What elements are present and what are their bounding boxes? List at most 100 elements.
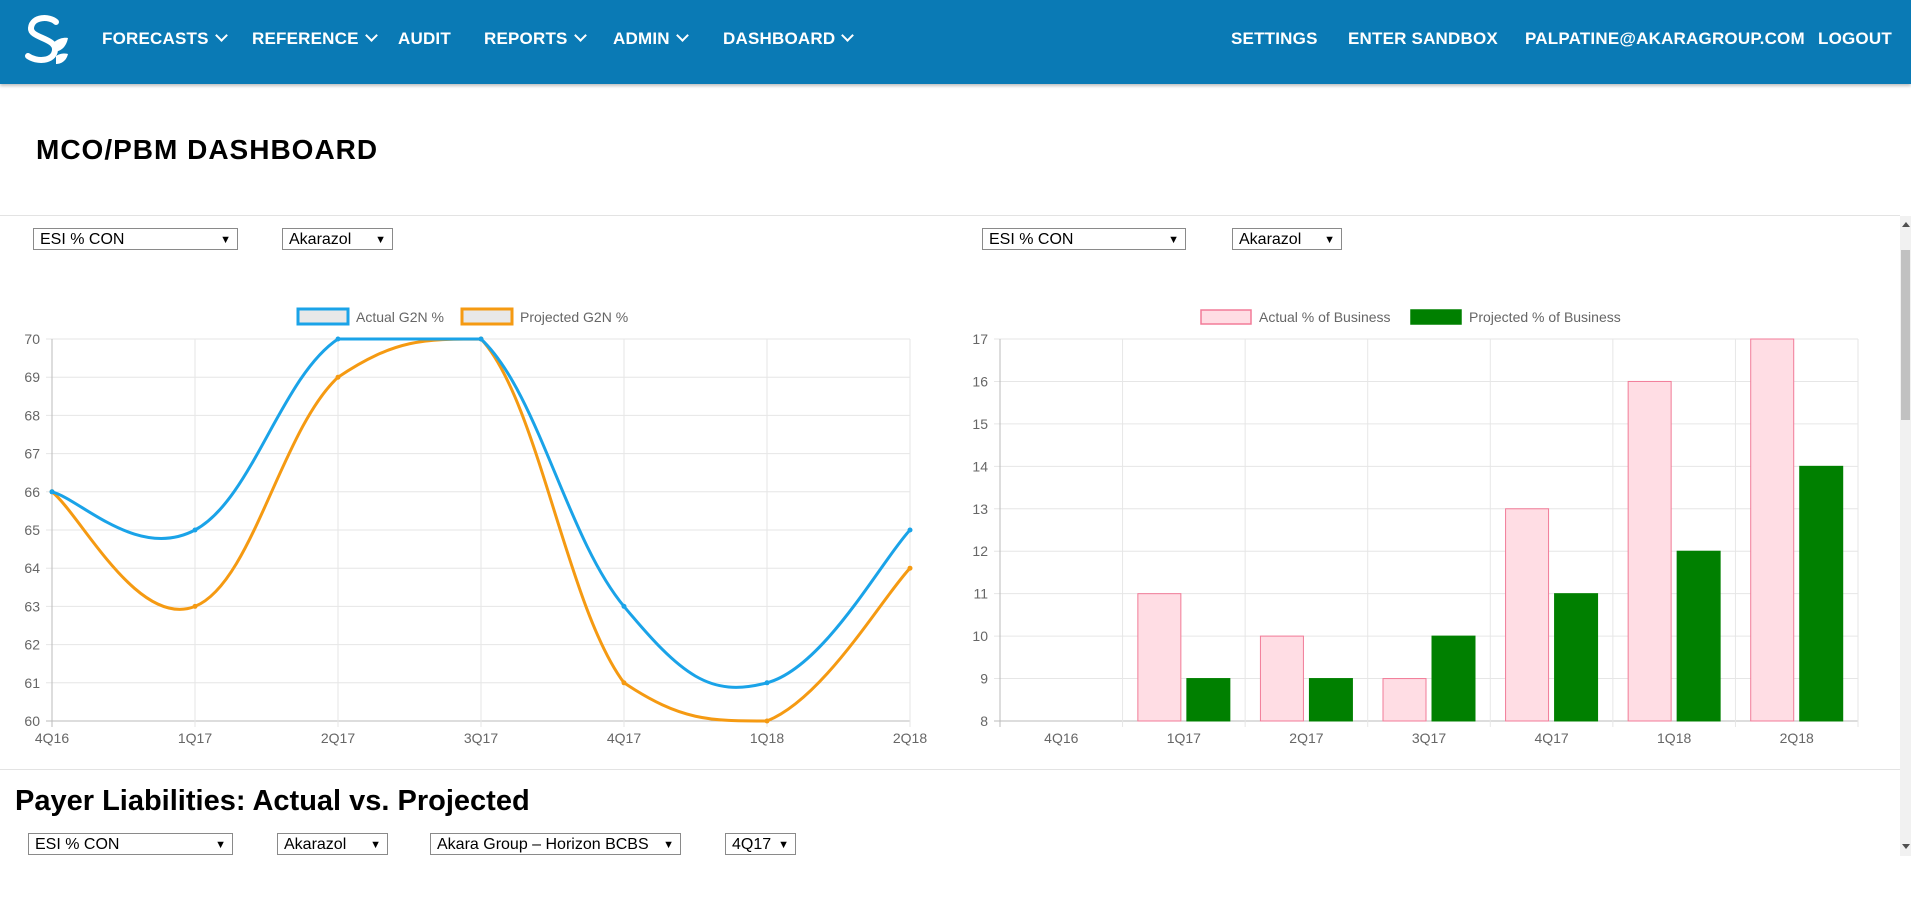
data-point (192, 527, 198, 533)
data-point (907, 527, 913, 533)
bar (1627, 380, 1672, 722)
bar (1799, 465, 1844, 722)
dropdown-arrow-icon: ▼ (1324, 234, 1335, 246)
nav-right-1[interactable]: ENTER SANDBOX (1348, 29, 1498, 48)
bar (1676, 550, 1721, 722)
product-select-right[interactable]: Akarazol ▼ (1232, 228, 1342, 250)
legend-swatch (1200, 309, 1252, 325)
liabilities-metric-value: ESI % CON (35, 836, 120, 853)
nav-admin[interactable]: ADMIN (613, 29, 689, 49)
chevron-down-icon (841, 29, 855, 42)
y-tick-label: 61 (24, 675, 40, 691)
x-tick-label: 3Q17 (1412, 730, 1446, 746)
dropdown-arrow-icon: ▼ (778, 839, 789, 851)
metric-select-left[interactable]: ESI % CON ▼ (33, 228, 238, 250)
liabilities-payer-select[interactable]: Akara Group – Horizon BCBS ▼ (430, 833, 681, 855)
bar (1431, 635, 1476, 722)
data-point (192, 603, 198, 609)
nav-reports[interactable]: REPORTS (484, 29, 587, 49)
data-point (478, 336, 484, 342)
x-tick-label: 4Q17 (1534, 730, 1568, 746)
dropdown-arrow-icon: ▼ (220, 234, 231, 246)
data-point (621, 680, 627, 686)
page-scrollbar[interactable] (1900, 216, 1911, 856)
y-tick-label: 63 (24, 598, 40, 614)
y-tick-label: 70 (24, 331, 40, 347)
y-tick-label: 8 (980, 713, 988, 729)
nav-label: ADMIN (613, 29, 670, 48)
product-select-left-value: Akarazol (289, 231, 352, 248)
section-divider (0, 769, 1900, 770)
x-tick-label: 2Q18 (893, 730, 927, 746)
liabilities-product-select[interactable]: Akarazol ▼ (277, 833, 388, 855)
chevron-down-icon (675, 29, 689, 42)
y-tick-label: 11 (973, 586, 988, 602)
dropdown-arrow-icon: ▼ (375, 234, 386, 246)
bar (1259, 635, 1304, 722)
bar (1554, 593, 1599, 722)
liabilities-quarter-value: 4Q17 (732, 836, 772, 853)
liabilities-product-value: Akarazol (284, 836, 347, 853)
nav-audit[interactable]: AUDIT (398, 29, 451, 49)
legend-swatch (296, 307, 350, 326)
nav-right-0[interactable]: SETTINGS (1231, 29, 1318, 48)
y-tick-label: 13 (972, 501, 988, 517)
liabilities-quarter-select[interactable]: 4Q17 ▼ (725, 833, 796, 855)
liabilities-title: Payer Liabilities: Actual vs. Projected (15, 785, 530, 817)
data-point (764, 680, 770, 686)
nav-reference[interactable]: REFERENCE (252, 29, 378, 49)
chevron-down-icon (573, 29, 587, 42)
liabilities-payer-value: Akara Group – Horizon BCBS (437, 836, 649, 853)
x-tick-label: 1Q18 (1657, 730, 1691, 746)
product-select-left[interactable]: Akarazol ▼ (282, 228, 393, 250)
data-point (764, 718, 770, 724)
legend-label: Projected % of Business (1469, 309, 1621, 325)
metric-select-left-value: ESI % CON (40, 231, 125, 248)
metric-select-right[interactable]: ESI % CON ▼ (982, 228, 1186, 250)
x-tick-label: 1Q17 (178, 730, 212, 746)
logo-icon[interactable] (22, 14, 70, 68)
bar (1186, 678, 1231, 722)
nav-label: REPORTS (484, 29, 568, 48)
x-tick-label: 4Q16 (35, 730, 69, 746)
dropdown-arrow-icon: ▼ (1168, 234, 1179, 246)
nav-right-2[interactable]: PALPATINE@AKARAGROUP.COM (1525, 29, 1805, 48)
y-tick-label: 68 (24, 407, 40, 423)
scroll-up-icon[interactable] (1902, 222, 1910, 227)
y-tick-label: 64 (24, 560, 40, 576)
x-tick-label: 1Q18 (750, 730, 784, 746)
bar (1505, 508, 1550, 722)
x-tick-label: 2Q17 (321, 730, 355, 746)
legend-swatch (1410, 309, 1462, 325)
y-tick-label: 9 (980, 671, 988, 687)
liabilities-metric-select[interactable]: ESI % CON ▼ (28, 833, 233, 855)
page-title: MCO/PBM DASHBOARD (36, 134, 379, 165)
nav-label: FORECASTS (102, 29, 209, 48)
x-tick-label: 1Q17 (1167, 730, 1201, 746)
x-tick-label: 2Q18 (1780, 730, 1814, 746)
bar (1382, 678, 1427, 722)
top-navbar: FORECASTS REFERENCE AUDIT REPORTS ADMIN DASHB… (0, 0, 1911, 84)
y-tick-label: 67 (24, 446, 40, 462)
metric-select-right-value: ESI % CON (989, 231, 1074, 248)
bar (1308, 678, 1353, 722)
section-divider (0, 215, 1900, 216)
legend-swatch (460, 307, 514, 326)
nav-forecasts[interactable]: FORECASTS (102, 29, 228, 49)
data-point (621, 603, 627, 609)
nav-right-3[interactable]: LOGOUT (1818, 29, 1892, 48)
x-tick-label: 4Q16 (1044, 730, 1078, 746)
product-select-right-value: Akarazol (1239, 231, 1302, 248)
dropdown-arrow-icon: ▼ (215, 839, 226, 851)
x-tick-label: 3Q17 (464, 730, 498, 746)
y-tick-label: 16 (972, 373, 988, 389)
nav-label: AUDIT (398, 29, 451, 48)
y-tick-label: 69 (24, 369, 40, 385)
data-point (907, 565, 913, 571)
x-tick-label: 2Q17 (1289, 730, 1323, 746)
nav-label: DASHBOARD (723, 29, 836, 48)
scroll-down-icon[interactable] (1902, 844, 1910, 849)
nav-dashboard[interactable]: DASHBOARD (723, 29, 855, 49)
data-point (49, 489, 55, 495)
scrollbar-thumb[interactable] (1901, 250, 1910, 420)
